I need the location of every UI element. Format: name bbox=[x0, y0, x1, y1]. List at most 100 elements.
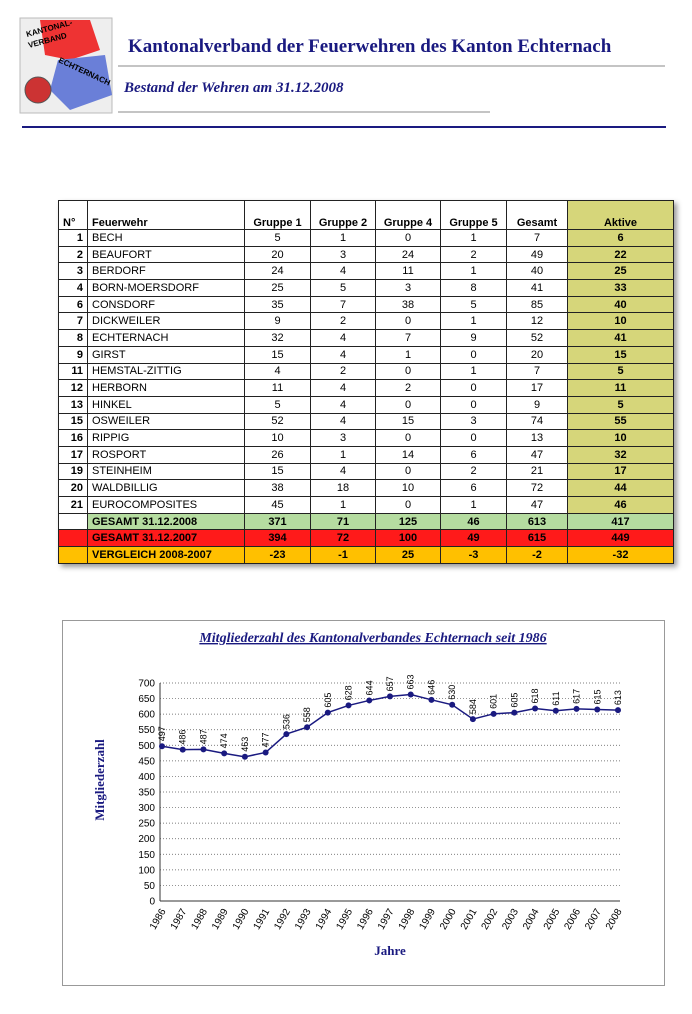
point bbox=[345, 702, 352, 709]
cell: 11 bbox=[567, 379, 674, 397]
table: N° Feuerwehr Gruppe 1 Gruppe 2 Gruppe 4 Grupp… bbox=[58, 200, 674, 564]
header-cell: Feuerwehr bbox=[87, 200, 245, 230]
point bbox=[552, 707, 559, 714]
cell: BORN-MOERSDORF bbox=[87, 279, 245, 297]
header-cell: N° bbox=[58, 200, 88, 230]
cell: 71 bbox=[310, 512, 376, 531]
point bbox=[324, 709, 331, 716]
row: 1 BECH 5 1 0 1 7 6 bbox=[58, 229, 674, 247]
cell: 38 bbox=[375, 295, 441, 314]
row: 21 EUROCOMPOSITES 45 1 0 1 47 46 bbox=[58, 496, 674, 514]
point bbox=[283, 731, 290, 738]
x-tick-label: 1996 bbox=[355, 907, 376, 932]
cell: GESAMT 31.12.2008 bbox=[87, 512, 245, 531]
header-cell: Gruppe 1 bbox=[244, 200, 311, 230]
x-axis-label: Jahre bbox=[374, 943, 406, 958]
x-tick-label: 2001 bbox=[459, 907, 480, 932]
point bbox=[594, 706, 601, 713]
row: 9 GIRST 15 4 1 0 20 15 bbox=[58, 345, 674, 364]
cell: 52 bbox=[244, 412, 311, 431]
point bbox=[449, 701, 456, 708]
cell: EUROCOMPOSITES bbox=[87, 496, 245, 514]
cell: -3 bbox=[440, 546, 507, 564]
x-tick-label: 1993 bbox=[293, 907, 314, 932]
point bbox=[511, 709, 518, 716]
x-tick-label: 2005 bbox=[542, 907, 563, 932]
data-label: 474 bbox=[219, 733, 229, 748]
chart-frame bbox=[62, 620, 665, 986]
cell: 33 bbox=[567, 279, 674, 297]
data-label: 613 bbox=[613, 690, 623, 705]
y-tick-label: 150 bbox=[138, 850, 155, 861]
point bbox=[490, 710, 497, 717]
cell: 20 bbox=[58, 479, 88, 497]
cell: 25 bbox=[375, 546, 441, 564]
y-tick-label: 0 bbox=[149, 897, 155, 908]
cell: 40 bbox=[567, 295, 674, 314]
header: KANTONAL- VERBAND ECHTERNACH Kantonalver… bbox=[19, 17, 666, 128]
y-tick-label: 50 bbox=[144, 881, 156, 892]
data-label: 536 bbox=[281, 714, 291, 729]
logo-crest bbox=[24, 76, 52, 104]
cell: -2 bbox=[506, 546, 568, 564]
data-label: 477 bbox=[261, 732, 271, 747]
data-label: 463 bbox=[240, 737, 250, 752]
x-tick-label: 1991 bbox=[252, 907, 273, 932]
point bbox=[532, 705, 539, 712]
cell: 17 bbox=[567, 462, 674, 481]
cell: 72 bbox=[310, 529, 376, 548]
x-tick-label: 2002 bbox=[480, 907, 501, 932]
cell: 49 bbox=[440, 529, 507, 548]
point bbox=[428, 696, 435, 703]
cell: 417 bbox=[567, 512, 674, 531]
data-label: 630 bbox=[447, 685, 457, 700]
cell: GIRST bbox=[87, 345, 245, 364]
cell: -1 bbox=[310, 546, 376, 564]
y-tick-label: 600 bbox=[138, 710, 155, 721]
cell: CONSDORF bbox=[87, 295, 245, 314]
x-tick-label: 2003 bbox=[500, 907, 521, 932]
data-label: 497 bbox=[157, 726, 167, 741]
data-label: 487 bbox=[198, 729, 208, 744]
x-tick-label: 1998 bbox=[397, 907, 418, 932]
cell: HINKEL bbox=[87, 395, 245, 414]
cell: -23 bbox=[244, 546, 311, 564]
total-row: GESAMT 31.12.2007 394 72 100 49 615 449 bbox=[58, 529, 674, 548]
cell: 12 bbox=[506, 312, 568, 331]
x-tick-label: 1987 bbox=[169, 907, 190, 932]
cell: BECH bbox=[87, 229, 245, 247]
row: 15 OSWEILER 52 4 15 3 74 55 bbox=[58, 412, 674, 431]
cell: -32 bbox=[567, 546, 674, 564]
x-tick-label: 1992 bbox=[272, 907, 293, 932]
data-label: 584 bbox=[468, 699, 478, 714]
logo-blue bbox=[50, 55, 112, 110]
point bbox=[573, 705, 580, 712]
point bbox=[262, 749, 269, 756]
data-label: 617 bbox=[572, 689, 582, 704]
point bbox=[179, 746, 186, 753]
total-row: GESAMT 31.12.2008 371 71 125 46 613 417 bbox=[58, 512, 674, 531]
data-label: 663 bbox=[406, 674, 416, 689]
y-tick-label: 400 bbox=[138, 772, 155, 783]
total-row: VERGLEICH 2008-2007 -23 -1 25 -3 -2 -32 bbox=[58, 546, 674, 564]
point bbox=[304, 724, 311, 731]
title: Kantonalverband der Feuerwehren des Kant… bbox=[128, 36, 612, 57]
data-label: 605 bbox=[509, 693, 519, 708]
cell: 20 bbox=[506, 345, 568, 364]
cell: 10 bbox=[567, 312, 674, 331]
cell: 10 bbox=[567, 429, 674, 447]
header-cell: Gruppe 4 bbox=[375, 200, 441, 230]
logo-red bbox=[40, 20, 100, 60]
row: 13 HINKEL 5 4 0 0 9 5 bbox=[58, 395, 674, 414]
cell: 32 bbox=[567, 445, 674, 464]
data-label: 558 bbox=[302, 707, 312, 722]
x-tick-label: 2007 bbox=[583, 907, 604, 932]
x-tick-label: 1986 bbox=[148, 907, 169, 932]
y-tick-label: 300 bbox=[138, 803, 155, 814]
row: 2 BEAUFORT 20 3 24 2 49 22 bbox=[58, 245, 674, 264]
cell: 41 bbox=[567, 329, 674, 347]
y-tick-label: 700 bbox=[138, 679, 155, 690]
x-tick-label: 2004 bbox=[521, 907, 542, 932]
data-label: 611 bbox=[551, 691, 561, 705]
